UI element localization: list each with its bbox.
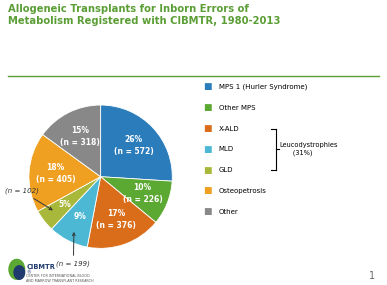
Text: Other MPS: Other MPS — [219, 105, 255, 111]
Text: ■: ■ — [203, 124, 212, 133]
Wedge shape — [51, 177, 101, 247]
Text: ®: ® — [26, 271, 31, 276]
Text: (n = 102): (n = 102) — [5, 188, 52, 210]
Text: GLD: GLD — [219, 167, 233, 173]
Text: CIBMTR: CIBMTR — [26, 264, 55, 270]
Text: 5%: 5% — [58, 200, 71, 209]
Wedge shape — [101, 177, 172, 222]
Text: Allogeneic Transplants for Inborn Errors of
Metabolism Registered with CIBMTR, 1: Allogeneic Transplants for Inborn Errors… — [8, 4, 280, 26]
Text: 26%
(n = 572): 26% (n = 572) — [114, 135, 153, 156]
Text: Osteopetrosis: Osteopetrosis — [219, 188, 267, 194]
Circle shape — [14, 266, 25, 279]
Wedge shape — [38, 177, 101, 229]
Text: CENTER FOR INTERNATIONAL BLOOD
AND MARROW TRANSPLANT RESEARCH: CENTER FOR INTERNATIONAL BLOOD AND MARRO… — [26, 274, 94, 283]
Wedge shape — [87, 177, 156, 248]
Text: ■: ■ — [203, 186, 212, 196]
Wedge shape — [43, 105, 101, 177]
Text: ■: ■ — [203, 166, 212, 175]
Text: 9%: 9% — [74, 212, 87, 221]
Text: 1: 1 — [369, 271, 375, 281]
Wedge shape — [101, 105, 172, 181]
Text: 18%
(n = 405): 18% (n = 405) — [36, 164, 75, 184]
Circle shape — [9, 259, 25, 279]
Text: Leucodystrophies
      (31%): Leucodystrophies (31%) — [280, 142, 338, 156]
Text: Other: Other — [219, 209, 238, 215]
Text: MPS 1 (Hurler Syndrome): MPS 1 (Hurler Syndrome) — [219, 84, 307, 90]
Text: X-ALD: X-ALD — [219, 125, 239, 132]
Text: ■: ■ — [203, 82, 212, 91]
Text: (n = 199): (n = 199) — [57, 233, 90, 267]
Text: 15%
(n = 318): 15% (n = 318) — [60, 126, 100, 147]
Text: 10%
(n = 226): 10% (n = 226) — [123, 183, 163, 204]
Text: ■: ■ — [203, 145, 212, 154]
Text: ■: ■ — [203, 103, 212, 112]
Text: ■: ■ — [203, 207, 212, 216]
Wedge shape — [29, 135, 101, 211]
Text: MLD: MLD — [219, 146, 234, 152]
Text: 17%
(n = 376): 17% (n = 376) — [96, 209, 136, 230]
